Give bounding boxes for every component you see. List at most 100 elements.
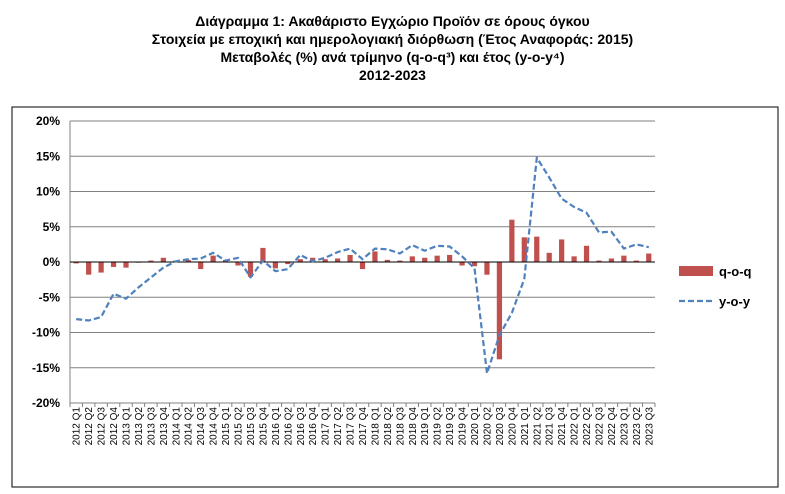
chart-title-line-4: 2012-2023: [359, 67, 426, 83]
x-tick-label: 2022 Q2: [582, 407, 593, 446]
y-tick-label: 0%: [43, 255, 61, 269]
x-tick-label: 2020 Q1: [470, 407, 481, 446]
x-tick-label: 2014 Q3: [196, 407, 207, 446]
bar: [198, 262, 204, 270]
x-tick-label: 2020 Q4: [507, 407, 518, 446]
x-tick-label: 2013 Q4: [159, 407, 170, 446]
y-tick-label: 15%: [36, 149, 60, 163]
bar: [148, 260, 154, 262]
x-tick-label: 2020 Q3: [495, 407, 506, 446]
bar: [596, 260, 602, 262]
chart-frame: [11, 106, 779, 488]
bar: [571, 256, 577, 262]
x-tick-label: 2012 Q4: [109, 407, 120, 446]
bar: [422, 257, 428, 262]
bar: [334, 258, 341, 262]
bar: [210, 255, 216, 262]
x-tick-label: 2013 Q3: [146, 407, 157, 446]
bar: [160, 257, 166, 262]
x-tick-label: 2020 Q2: [482, 407, 493, 446]
bar: [397, 260, 403, 262]
bar: [285, 262, 291, 265]
x-tick-label: 2016 Q4: [308, 407, 319, 446]
x-tick-label: 2021 Q1: [520, 407, 531, 446]
line-y-o-y: [76, 156, 650, 375]
bar: [372, 251, 378, 262]
bar: [185, 259, 191, 262]
bar: [534, 236, 540, 262]
y-tick-label: 20%: [36, 114, 60, 128]
x-tick-label: 2018 Q4: [408, 407, 419, 446]
legend-label-y-o-y: y-o-y: [719, 294, 751, 309]
legend-label-q-o-q: q-o-q: [719, 264, 752, 279]
bar: [73, 262, 79, 264]
x-tick-label: 2013 Q1: [122, 407, 133, 446]
x-tick-label: 2019 Q2: [433, 407, 444, 446]
x-tick-label: 2017 Q2: [333, 407, 344, 446]
bar: [484, 262, 490, 275]
legend-swatch-q-o-q: [679, 266, 713, 276]
x-tick-label: 2014 Q2: [184, 407, 195, 446]
bar: [409, 256, 415, 262]
bar: [359, 262, 366, 270]
bar: [98, 262, 104, 273]
x-tick-label: 2012 Q1: [72, 407, 83, 446]
x-tick-label: 2021 Q2: [532, 407, 543, 446]
x-tick-label: 2018 Q3: [395, 407, 406, 446]
x-tick-label: 2022 Q3: [594, 407, 605, 446]
x-tick-label: 2015 Q1: [221, 407, 232, 446]
bar: [496, 262, 503, 360]
x-tick-label: 2014 Q4: [209, 407, 220, 446]
y-tick-label: 10%: [36, 185, 60, 199]
x-tick-label: 2019 Q1: [420, 407, 431, 446]
x-tick-label: 2013 Q2: [134, 407, 145, 446]
x-tick-label: 2021 Q3: [545, 407, 556, 446]
bar: [272, 262, 278, 269]
bar: [559, 239, 565, 262]
x-tick-label: 2017 Q1: [321, 407, 332, 446]
bar: [546, 252, 552, 262]
x-tick-label: 2014 Q1: [171, 407, 182, 446]
bar: [322, 259, 328, 262]
x-tick-label: 2019 Q4: [458, 407, 469, 446]
bar: [235, 262, 241, 266]
x-tick-label: 2015 Q4: [258, 407, 269, 446]
bar: [297, 259, 303, 262]
x-tick-label: 2012 Q2: [84, 407, 95, 446]
bar: [310, 257, 316, 262]
bars-q-o-q: [73, 219, 652, 360]
bar: [447, 254, 453, 262]
bar: [471, 262, 478, 267]
x-tick-label: 2018 Q1: [370, 407, 381, 446]
chart-title-line-1: Διάγραμμα 1: Ακαθάριστο Εγχώριο Προϊόν σ…: [195, 13, 590, 29]
x-tick-label: 2015 Q2: [234, 407, 245, 446]
x-tick-label: 2022 Q1: [570, 407, 581, 446]
x-tick-label: 2016 Q2: [283, 407, 294, 446]
bar: [583, 245, 590, 262]
x-tick-label: 2017 Q3: [346, 407, 357, 446]
chart-title-line-2: Στοιχεία με εποχική και ημερολογιακή διό…: [151, 31, 634, 47]
bar: [509, 219, 515, 262]
bar: [646, 253, 652, 262]
x-tick-label: 2021 Q4: [557, 407, 568, 446]
chart-title-block: Διάγραμμα 1: Ακαθάριστο Εγχώριο Προϊόν σ…: [0, 12, 785, 84]
bar: [260, 247, 266, 262]
bar: [621, 255, 627, 262]
bar: [459, 262, 465, 266]
x-tick-label: 2012 Q3: [97, 407, 108, 446]
y-tick-label: -5%: [39, 290, 61, 304]
x-tick-label: 2016 Q3: [296, 407, 307, 446]
bar: [347, 254, 353, 262]
bar: [434, 255, 440, 262]
y-tick-label: 5%: [43, 220, 61, 234]
bar: [110, 262, 117, 267]
x-tick-label: 2015 Q3: [246, 407, 257, 446]
bar: [608, 258, 615, 262]
x-axis: 2012 Q1 2012 Q2 2012 Q3 2012 Q4 2013 Q1 2013 …: [69, 403, 656, 446]
bar: [521, 237, 527, 262]
y-tick-label: -10%: [32, 326, 60, 340]
x-tick-label: 2022 Q4: [607, 407, 618, 446]
y-tick-label: -15%: [32, 361, 60, 375]
